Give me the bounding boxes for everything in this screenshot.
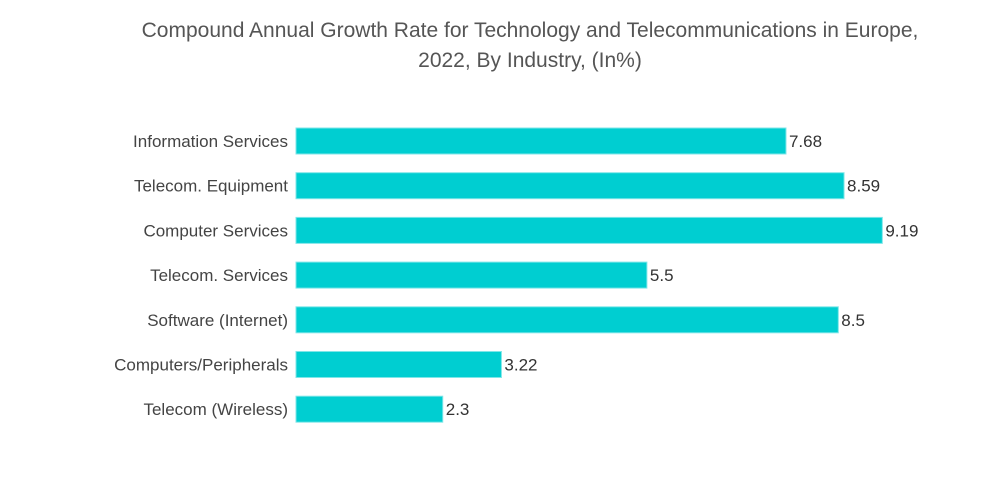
- value-label: 8.59: [847, 177, 880, 196]
- value-label: 9.19: [885, 221, 918, 240]
- value-label: 5.5: [650, 266, 674, 285]
- value-label: 7.68: [789, 132, 822, 151]
- category-label: Telecom. Equipment: [134, 177, 288, 196]
- category-label: Information Services: [133, 132, 288, 151]
- bar-group: Information Services 7.68: [133, 127, 822, 155]
- bar-group: Software (Internet) 8.5: [147, 306, 865, 334]
- value-label: 8.5: [841, 311, 865, 330]
- category-label: Computer Services: [143, 221, 288, 240]
- category-label: Software (Internet): [147, 311, 288, 330]
- bar: [295, 216, 883, 244]
- bar: [295, 395, 444, 423]
- bar: [295, 261, 648, 289]
- bar: [295, 172, 845, 200]
- category-label: Telecom. Services: [150, 266, 288, 285]
- bar: [295, 127, 787, 155]
- bar-group: Telecom. Equipment 8.59: [134, 172, 880, 200]
- value-label: 2.3: [446, 400, 470, 419]
- bar-group: Computers/Peripherals 3.22: [114, 351, 538, 378]
- chart-title-line-2: 2022, By Industry, (In%): [418, 49, 642, 72]
- bar-group: Computer Services 9.19: [143, 216, 918, 244]
- bar-group: Telecom (Wireless) 2.3: [143, 395, 470, 423]
- bar: [295, 351, 502, 378]
- category-label: Computers/Peripherals: [114, 356, 288, 375]
- category-label: Telecom (Wireless): [143, 400, 288, 419]
- chart-title: Compound Annual Growth Rate for Technolo…: [0, 16, 1000, 76]
- chart-title-line-1: Compound Annual Growth Rate for Technolo…: [141, 19, 919, 42]
- bar: [295, 306, 839, 334]
- bar-group: Telecom. Services 5.5: [150, 261, 674, 289]
- value-label: 3.22: [504, 356, 537, 375]
